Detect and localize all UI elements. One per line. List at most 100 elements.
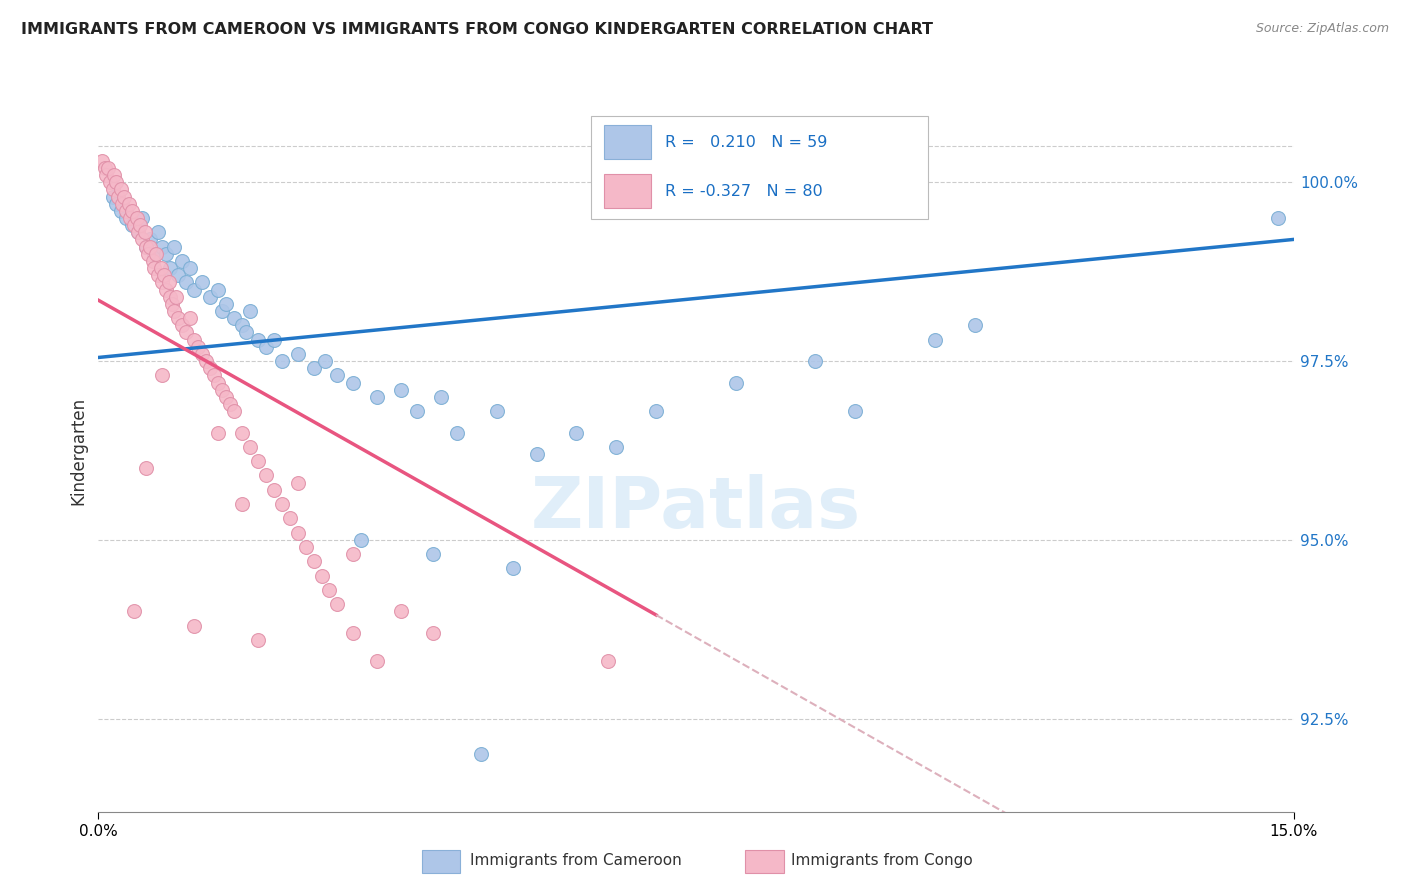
Point [142, 253, 165, 268]
Y-axis label: Kindergarten: Kindergarten [69, 396, 87, 505]
Point [789, 175, 811, 189]
Point [115, 203, 138, 218]
Point [287, 475, 309, 490]
Point [179, 260, 201, 275]
Point [97, 161, 120, 175]
Point [565, 425, 588, 440]
Point [103, 168, 125, 182]
Point [198, 361, 221, 376]
Point [127, 225, 149, 239]
Point [222, 311, 245, 326]
Point [139, 232, 162, 246]
Point [150, 368, 173, 383]
Point [326, 368, 349, 383]
Point [389, 604, 412, 618]
Point [148, 225, 170, 239]
Text: R =   0.210   N = 59: R = 0.210 N = 59 [665, 135, 827, 150]
Point [844, 404, 866, 418]
Point [215, 297, 238, 311]
Point [342, 626, 364, 640]
Point [287, 525, 309, 540]
Text: R = -0.327   N = 80: R = -0.327 N = 80 [665, 184, 823, 199]
Point [318, 582, 340, 597]
Point [326, 597, 349, 611]
FancyBboxPatch shape [422, 850, 461, 873]
Point [211, 383, 233, 397]
Point [215, 390, 238, 404]
Point [645, 404, 668, 418]
Point [422, 626, 444, 640]
Point [211, 304, 233, 318]
Point [166, 290, 188, 304]
Point [101, 182, 124, 196]
Text: ZIPatlas: ZIPatlas [531, 474, 860, 542]
Point [120, 211, 142, 225]
FancyBboxPatch shape [591, 116, 928, 219]
Text: Immigrants from Congo: Immigrants from Congo [790, 854, 973, 868]
Point [135, 461, 157, 475]
Point [96, 168, 118, 182]
Point [163, 239, 186, 253]
Point [118, 196, 141, 211]
Point [124, 218, 146, 232]
Point [302, 361, 325, 376]
Point [924, 333, 946, 347]
Point [350, 533, 373, 547]
Point [104, 196, 127, 211]
Point [111, 196, 134, 211]
Point [963, 318, 986, 333]
Point [342, 547, 364, 561]
Point [804, 354, 827, 368]
Point [150, 276, 173, 290]
Point [135, 239, 157, 253]
Point [207, 376, 229, 390]
Point [526, 447, 548, 461]
Point [155, 246, 177, 260]
Point [231, 318, 253, 333]
Point [167, 311, 190, 326]
Point [127, 225, 149, 239]
Point [121, 218, 143, 232]
Point [254, 468, 277, 483]
Point [152, 268, 174, 283]
Point [139, 239, 162, 253]
Point [110, 203, 132, 218]
Point [174, 326, 197, 340]
FancyBboxPatch shape [605, 175, 651, 208]
Point [724, 376, 747, 390]
Point [145, 246, 167, 260]
Point [104, 175, 127, 189]
Point [131, 211, 153, 225]
Point [446, 425, 468, 440]
Point [143, 260, 166, 275]
Point [485, 404, 508, 418]
Point [160, 297, 183, 311]
Point [246, 454, 269, 468]
Point [131, 232, 153, 246]
Point [270, 354, 292, 368]
Point [263, 333, 285, 347]
Point [115, 211, 138, 225]
Point [263, 483, 285, 497]
Point [159, 260, 181, 275]
Point [135, 239, 157, 253]
Point [112, 189, 135, 203]
Point [121, 203, 143, 218]
Point [167, 268, 190, 283]
Point [302, 554, 325, 568]
Point [159, 290, 181, 304]
Point [278, 511, 301, 525]
Point [195, 354, 218, 368]
Point [235, 326, 257, 340]
Point [222, 404, 245, 418]
Point [231, 425, 253, 440]
Point [155, 283, 177, 297]
Point [149, 260, 172, 275]
Point [101, 189, 124, 203]
Point [128, 218, 150, 232]
Point [191, 347, 214, 361]
Point [311, 568, 333, 582]
Point [183, 618, 205, 632]
Point [422, 547, 444, 561]
Point [125, 211, 148, 225]
